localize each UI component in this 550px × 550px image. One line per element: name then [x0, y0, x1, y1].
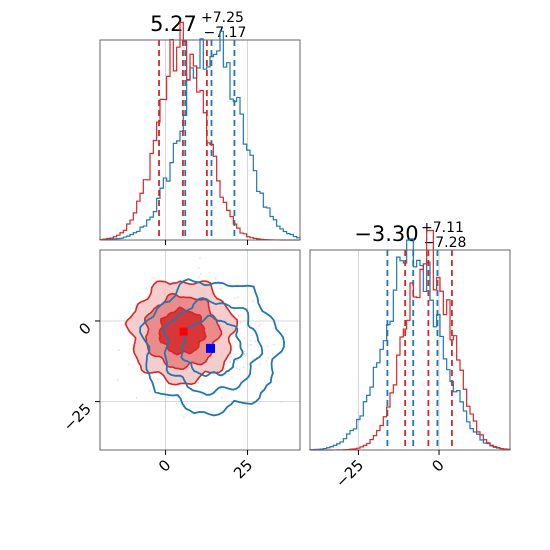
joint-sample-point — [183, 416, 185, 419]
joint-sample-point — [180, 390, 182, 393]
joint-sample-point — [230, 356, 232, 358]
joint-sample-point — [251, 300, 254, 303]
joint-sample-point — [243, 337, 246, 340]
p1-title-plus: +7.11 — [421, 220, 464, 236]
p0-title-plus: +7.25 — [201, 10, 244, 26]
joint-sample-point — [231, 376, 233, 379]
joint-sample-point — [242, 366, 245, 369]
joint-sample-point — [197, 276, 200, 278]
joint-sample-point — [214, 277, 217, 280]
joint-sample-point — [254, 340, 256, 342]
joint-sample-point — [229, 361, 232, 364]
joint-sample-point — [266, 345, 269, 347]
joint-sample-point — [239, 321, 242, 324]
joint-x-tick-label: 25 — [230, 456, 256, 482]
joint-sample-point — [280, 401, 283, 403]
joint-sample-point — [234, 297, 236, 299]
joint-sample-point — [169, 386, 172, 389]
joint-sample-point — [237, 314, 240, 317]
marginal-p0-hist-blue — [99, 30, 301, 241]
joint-sample-point — [243, 350, 246, 353]
joint-sample-point — [235, 367, 238, 369]
marginal-p1-hist-red — [309, 229, 511, 451]
joint-sample-point — [241, 356, 244, 359]
marginal-p1-x-tick-label: −25 — [332, 456, 367, 491]
marginal-p0-frame — [99, 39, 301, 241]
joint-sample-point — [258, 325, 260, 327]
joint-sample-point — [238, 368, 241, 371]
joint-sample-point — [247, 344, 249, 347]
tick-layer: 0 25 0 −25 −25 0 — [60, 240, 448, 491]
joint-sample-point — [223, 367, 226, 370]
marginal-p0-title: 5.27 +7.25 −7.17 — [150, 7, 249, 41]
joint-sample-point — [272, 327, 275, 329]
joint-blue-contour — [162, 297, 264, 396]
joint-sample-point — [233, 309, 236, 311]
joint-sample-point — [180, 394, 183, 397]
marginal-p0-panel — [99, 21, 301, 241]
joint-sample-point — [145, 287, 147, 290]
joint-sample-point — [220, 388, 222, 390]
joint-sample-point — [157, 378, 159, 380]
joint-sample-point — [160, 380, 163, 383]
joint-sample-point — [237, 296, 239, 298]
marginal-p1-panel — [309, 229, 511, 451]
joint-sample-point — [197, 267, 200, 269]
joint-sample-point — [249, 343, 252, 346]
joint-sample-point — [273, 343, 275, 346]
joint-blue-marker — [205, 343, 215, 353]
joint-y-tick-label: −25 — [60, 400, 95, 435]
joint-sample-point — [202, 381, 204, 384]
joint-sample-point — [127, 363, 130, 366]
joint-panel — [91, 249, 306, 451]
joint-sample-point — [239, 333, 241, 335]
joint-sample-point — [153, 277, 155, 279]
joint-x-tick-label: 0 — [155, 456, 174, 475]
joint-sample-point — [229, 360, 231, 363]
joint-sample-point — [117, 349, 120, 351]
joint-sample-point — [135, 397, 138, 399]
joint-sample-point — [201, 393, 204, 396]
joint-sample-point — [251, 334, 254, 337]
joint-sample-point — [243, 353, 246, 355]
joint-sample-point — [259, 323, 262, 326]
p0-title-minus: −7.17 — [204, 25, 247, 41]
joint-blue-contour — [139, 278, 285, 417]
joint-sample-point — [199, 257, 201, 259]
joint-sample-point — [220, 396, 223, 399]
joint-frame — [99, 249, 301, 451]
joint-sample-point — [131, 344, 134, 346]
joint-sample-point — [199, 273, 202, 276]
joint-sample-point — [266, 356, 269, 359]
joint-sample-point — [301, 321, 303, 323]
joint-sample-point — [245, 353, 248, 355]
marginal-p1-hist-blue — [309, 238, 511, 451]
joint-sample-point — [91, 316, 93, 318]
marginal-p1-x-tick-label: 0 — [428, 456, 447, 475]
joint-sample-point — [304, 369, 306, 371]
joint-sample-point — [259, 363, 261, 365]
joint-y-tick-label: 0 — [75, 319, 94, 338]
joint-blue-contour — [180, 314, 244, 378]
joint-sample-point — [265, 359, 268, 362]
joint-sample-point — [197, 381, 199, 384]
joint-red-marker — [179, 327, 188, 336]
joint-sample-point — [252, 358, 255, 360]
p1-title-minus: −7.28 — [424, 235, 467, 251]
joint-sample-point — [175, 402, 178, 405]
joint-sample-point — [116, 379, 119, 382]
joint-sample-point — [219, 287, 222, 290]
joint-sample-point — [236, 359, 239, 362]
marginal-p1-title: −3.30 +7.11 −7.28 — [354, 217, 469, 251]
joint-sample-point — [167, 396, 169, 399]
p0-title-value: 5.27 — [150, 12, 197, 36]
joint-sample-point — [250, 339, 252, 342]
marginal-p1-frame — [309, 249, 511, 451]
joint-sample-point — [272, 353, 274, 355]
p1-title-value: −3.30 — [354, 222, 418, 246]
joint-sample-point — [148, 389, 151, 392]
